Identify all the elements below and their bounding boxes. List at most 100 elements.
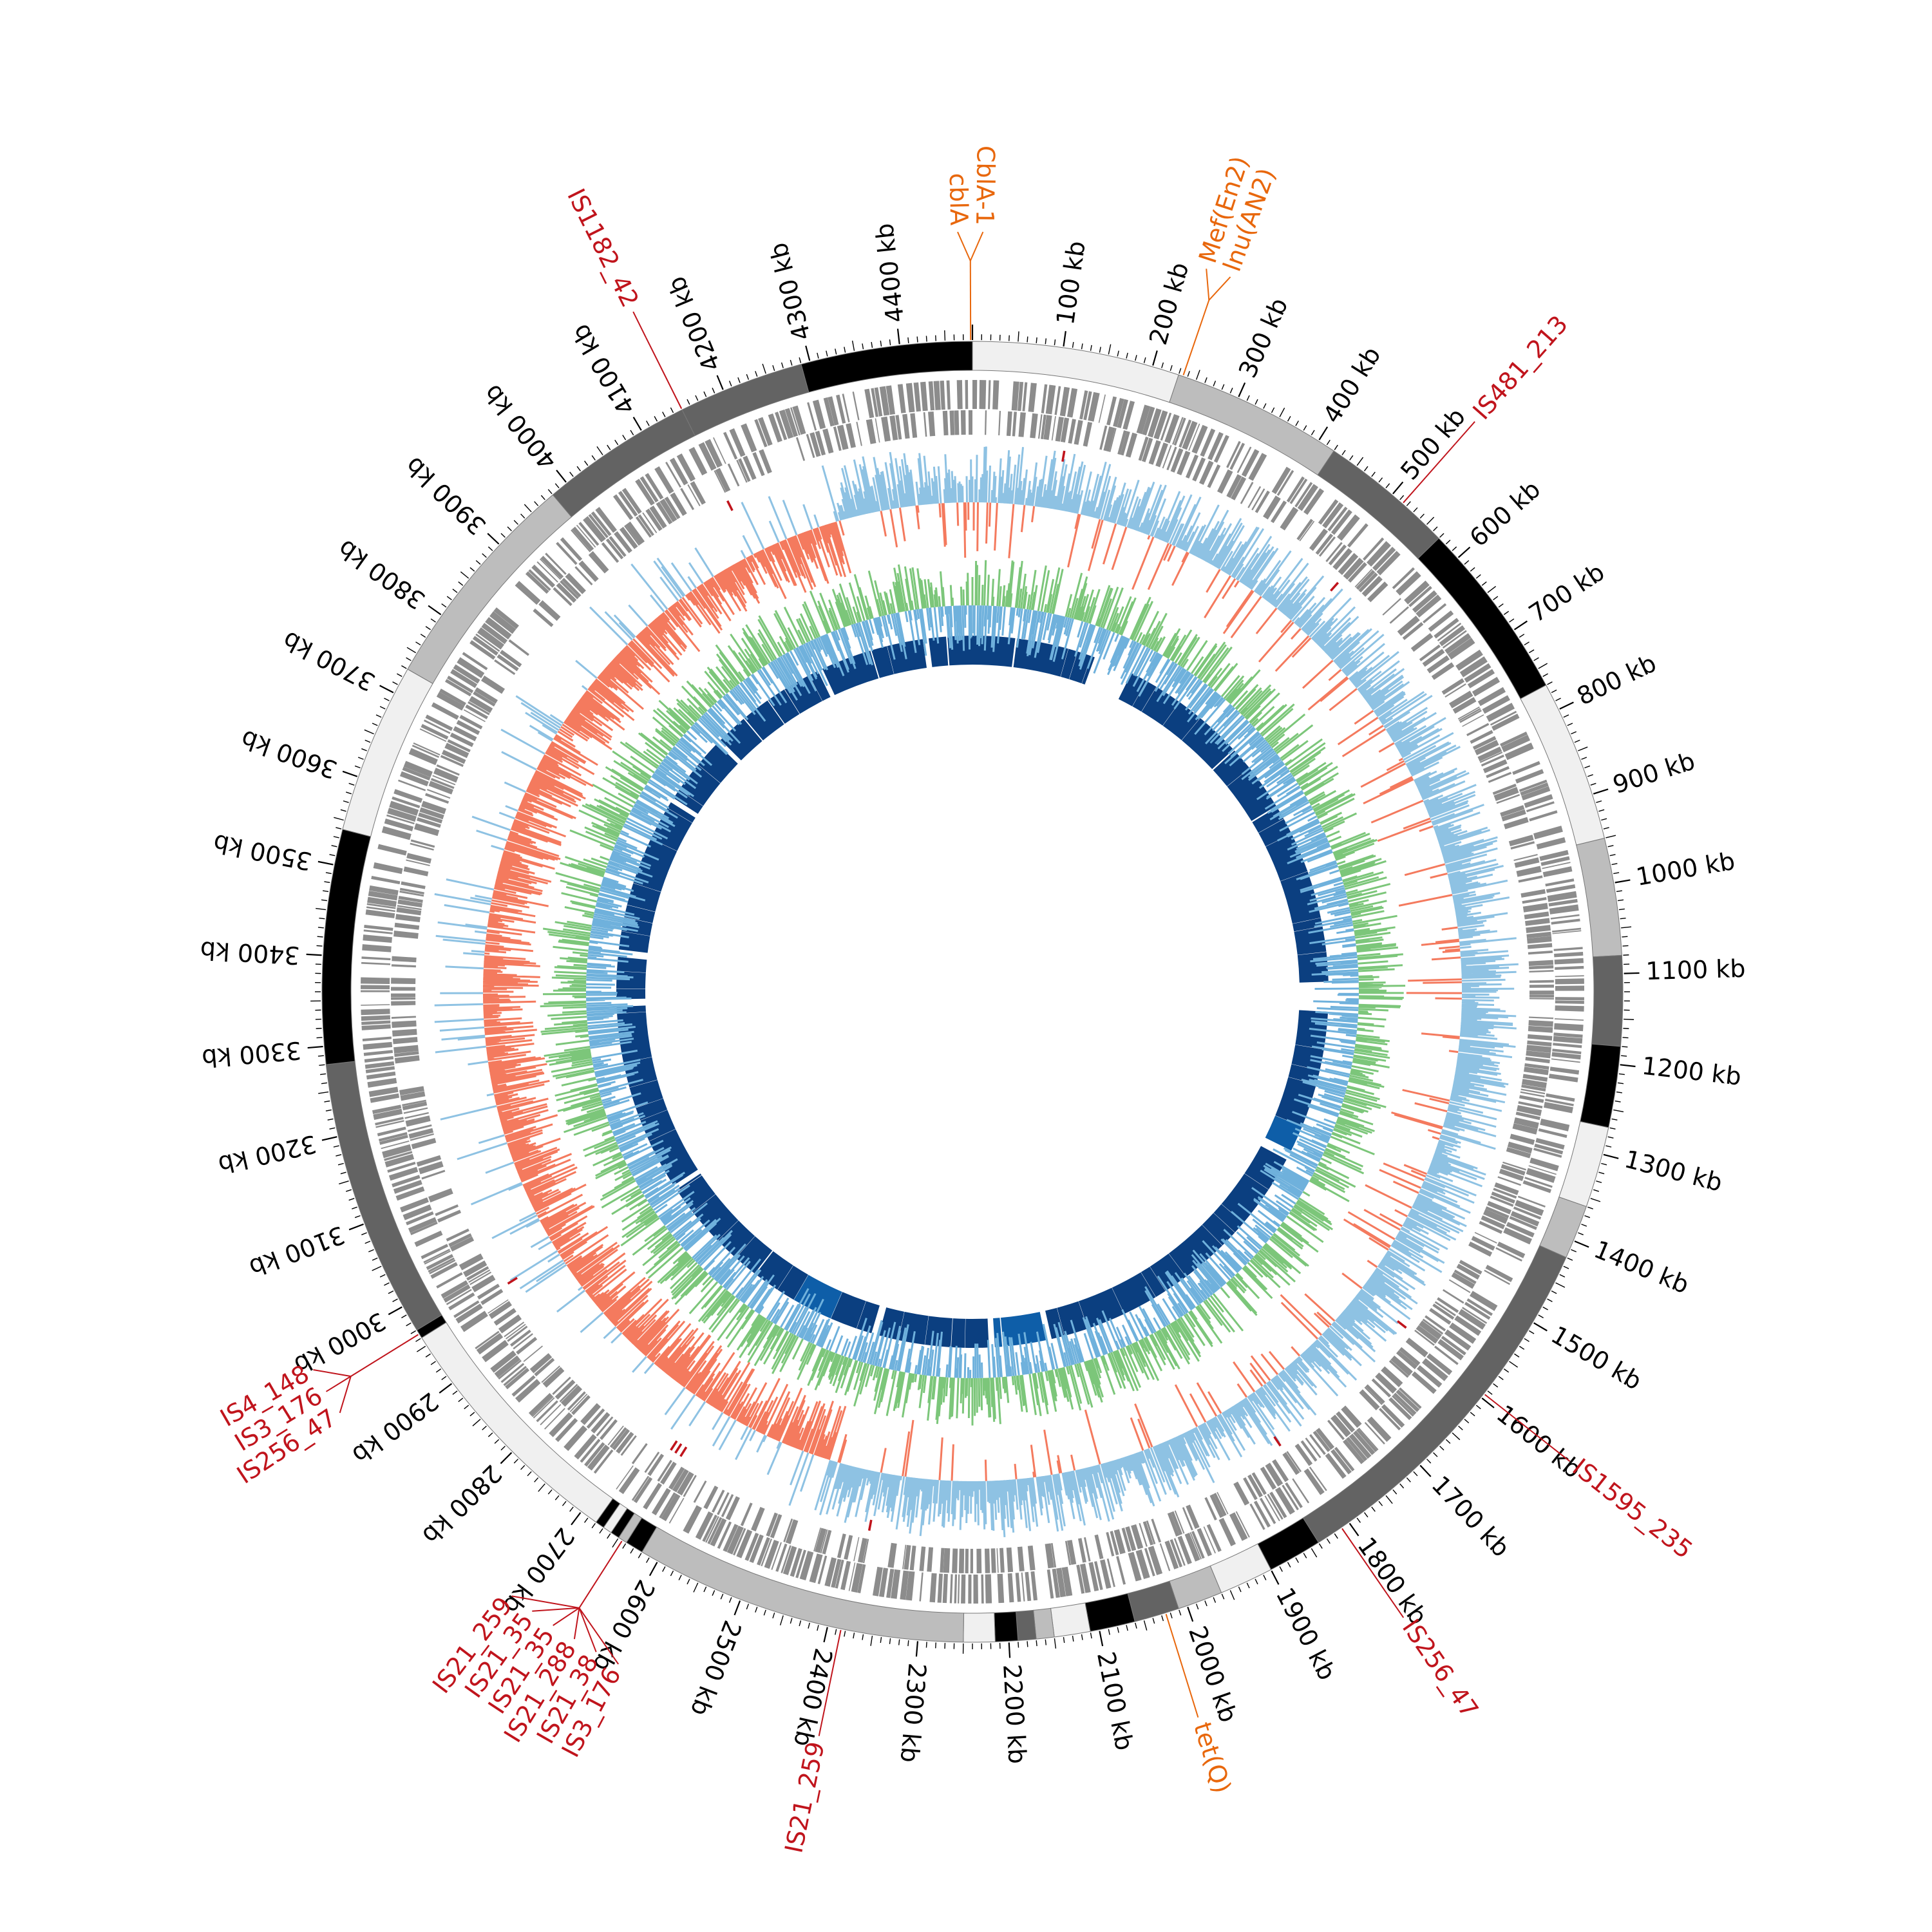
minor-tick [799, 1620, 802, 1627]
gene-feature [1439, 625, 1466, 647]
minor-tick [317, 936, 323, 938]
blast-hit [676, 1173, 702, 1191]
gene-feature [1520, 1091, 1545, 1097]
gene-feature [783, 1518, 793, 1542]
minor-tick [1090, 1633, 1092, 1639]
gene-feature [1434, 618, 1459, 639]
major-tick [1152, 350, 1158, 366]
gene-feature [1358, 572, 1378, 592]
is-element-mark [670, 1440, 678, 1451]
minor-tick [1363, 1512, 1368, 1518]
minor-tick [1493, 1383, 1499, 1388]
is-element-mark [679, 1446, 688, 1457]
gene-feature [1524, 911, 1549, 920]
gene-feature [471, 1274, 496, 1293]
annotation-leader-line [1182, 299, 1210, 375]
blast-hit [679, 764, 721, 806]
gene-feature [580, 1439, 601, 1463]
gene-feature [1131, 1524, 1144, 1549]
minor-tick [1605, 1145, 1612, 1148]
gene-feature [1164, 414, 1180, 444]
minor-tick [384, 1282, 390, 1286]
minor-tick [1475, 574, 1481, 579]
minor-tick [1509, 618, 1515, 623]
gene-feature [1516, 866, 1542, 877]
gene-feature [361, 1004, 390, 1006]
minor-tick [1221, 384, 1225, 390]
gene-feature [1363, 537, 1385, 561]
minor-tick [614, 439, 619, 446]
minor-tick [678, 1575, 682, 1580]
gene-feature [453, 1300, 480, 1318]
gene-feature [363, 1041, 393, 1050]
gene-feature [1378, 1408, 1401, 1431]
minor-tick [1117, 350, 1119, 357]
gene-feature [1135, 1549, 1150, 1579]
minor-tick [562, 1501, 567, 1506]
gene-feature [1121, 1528, 1132, 1553]
gene-feature [361, 1024, 391, 1030]
gene-feature [1289, 478, 1308, 504]
major-tick [1063, 331, 1066, 347]
gene-feature [1343, 557, 1364, 580]
minor-tick [1399, 495, 1405, 500]
minor-tick [1195, 370, 1200, 380]
gene-feature [1515, 769, 1544, 784]
gene-feature [1325, 542, 1343, 562]
gene-feature [392, 956, 417, 963]
gene-feature [540, 1404, 562, 1426]
gene-feature [846, 422, 856, 448]
minor-tick [348, 1198, 355, 1201]
gene-feature [1437, 622, 1462, 641]
gene-feature [587, 1444, 610, 1471]
minor-tick [316, 945, 323, 947]
gene-feature [1513, 1206, 1542, 1220]
gene-feature [1354, 569, 1373, 588]
contig-segment [963, 1612, 996, 1643]
contig-segment [1591, 954, 1624, 1047]
minor-tick [596, 446, 603, 455]
gene-feature [937, 1573, 943, 1603]
gene-feature [1249, 1503, 1265, 1530]
gene-feature [1066, 1540, 1077, 1565]
gene-feature [371, 875, 401, 885]
gene-feature [1141, 437, 1153, 462]
gene-feature [418, 1160, 444, 1175]
annotation-fan-line [325, 1376, 352, 1392]
gene-feature [497, 654, 519, 672]
annotation-leader-line [824, 1629, 842, 1708]
minor-tick [898, 1639, 900, 1645]
gene-feature [446, 1289, 472, 1305]
gene-feature [1079, 390, 1088, 420]
minor-tick [316, 1028, 322, 1029]
gene-feature [1555, 978, 1584, 985]
minor-tick [334, 817, 344, 821]
annotation-fan-line [1455, 421, 1475, 444]
gene-feature [1477, 687, 1506, 706]
gene-feature [500, 650, 522, 668]
minor-tick [327, 1118, 334, 1121]
gene-feature [443, 1284, 471, 1303]
gene-feature [403, 866, 429, 876]
gene-feature [507, 1325, 528, 1342]
gene-feature [1471, 1236, 1495, 1251]
gene-feature [1426, 1353, 1453, 1376]
gc-content-negative [585, 605, 1359, 1379]
gene-feature [771, 1542, 782, 1570]
minor-tick [1581, 1224, 1587, 1227]
gene-feature [1189, 1532, 1202, 1560]
gene-feature [621, 488, 642, 515]
gene-feature [1207, 464, 1221, 488]
gene-feature [1419, 1320, 1443, 1340]
gene-feature [1226, 440, 1241, 468]
gene-feature [1488, 772, 1512, 783]
gene-feature [1515, 1200, 1544, 1216]
position-tick-label: 2800 kb [417, 1459, 507, 1550]
gene-feature [642, 512, 658, 533]
gene-feature [698, 442, 717, 471]
gene-feature [844, 1535, 853, 1560]
blast-hit [1141, 1266, 1166, 1297]
minor-tick [1108, 344, 1112, 355]
minor-tick [1598, 1171, 1605, 1175]
gene-feature [1492, 714, 1520, 731]
